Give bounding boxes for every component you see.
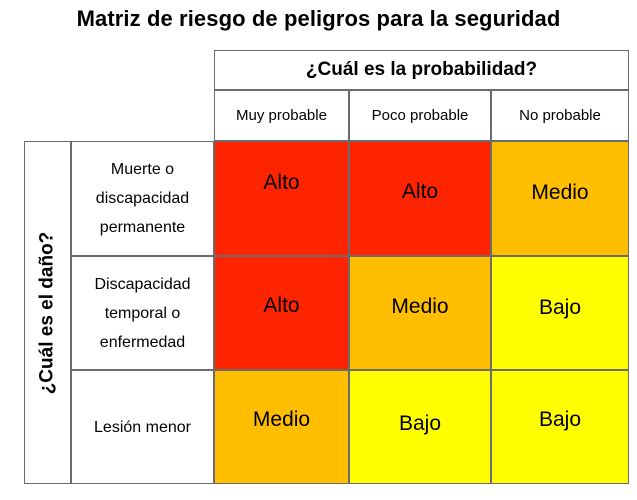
risk-cell-medium: Medio xyxy=(349,256,491,370)
column-label: No probable xyxy=(519,107,601,124)
risk-cell-medium: Medio xyxy=(214,370,349,484)
column-label: Muy probable xyxy=(236,107,327,124)
risk-level: Alto xyxy=(263,170,300,194)
column-header-not-likely: No probable xyxy=(491,90,629,141)
risk-level: Bajo xyxy=(398,412,442,435)
column-header-unlikely: Poco probable xyxy=(349,90,491,141)
column-header-very-likely: Muy probable xyxy=(214,90,349,141)
risk-level: Bajo xyxy=(538,408,582,431)
row-label: Muerte o discapacidad permanente xyxy=(95,161,190,236)
risk-level: Bajo xyxy=(538,296,582,319)
row-label: Discapacidad temporal o enfermedad xyxy=(94,275,191,351)
risk-cell-high: Alto xyxy=(349,141,491,256)
risk-level: Alto xyxy=(401,179,439,203)
risk-level: Medio xyxy=(391,295,449,318)
row-label: Lesión menor xyxy=(94,418,191,436)
page-title: Matriz de riesgo de peligros para la seg… xyxy=(76,6,561,31)
risk-cell-low: Bajo xyxy=(349,370,491,484)
harm-title: ¿Cuál es el daño? xyxy=(36,231,58,394)
probability-header: ¿Cuál es la probabilidad? xyxy=(214,50,629,90)
probability-title: ¿Cuál es la probabilidad? xyxy=(305,59,538,80)
risk-level: Alto xyxy=(263,294,300,317)
risk-cell-low: Bajo xyxy=(491,370,629,484)
risk-cell-high: Alto xyxy=(214,256,349,370)
risk-cell-medium: Medio xyxy=(491,141,629,256)
harm-header: ¿Cuál es el daño? xyxy=(24,141,71,484)
column-label: Poco probable xyxy=(371,107,469,124)
row-header-minor-injury: Lesión menor xyxy=(71,370,214,484)
risk-level: Medio xyxy=(531,180,589,204)
row-header-death: Muerte o discapacidad permanente xyxy=(71,141,214,256)
risk-level: Medio xyxy=(252,408,311,431)
row-header-temporary-disability: Discapacidad temporal o enfermedad xyxy=(71,256,214,370)
risk-cell-low: Bajo xyxy=(491,256,629,370)
risk-cell-high: Alto xyxy=(214,141,349,256)
